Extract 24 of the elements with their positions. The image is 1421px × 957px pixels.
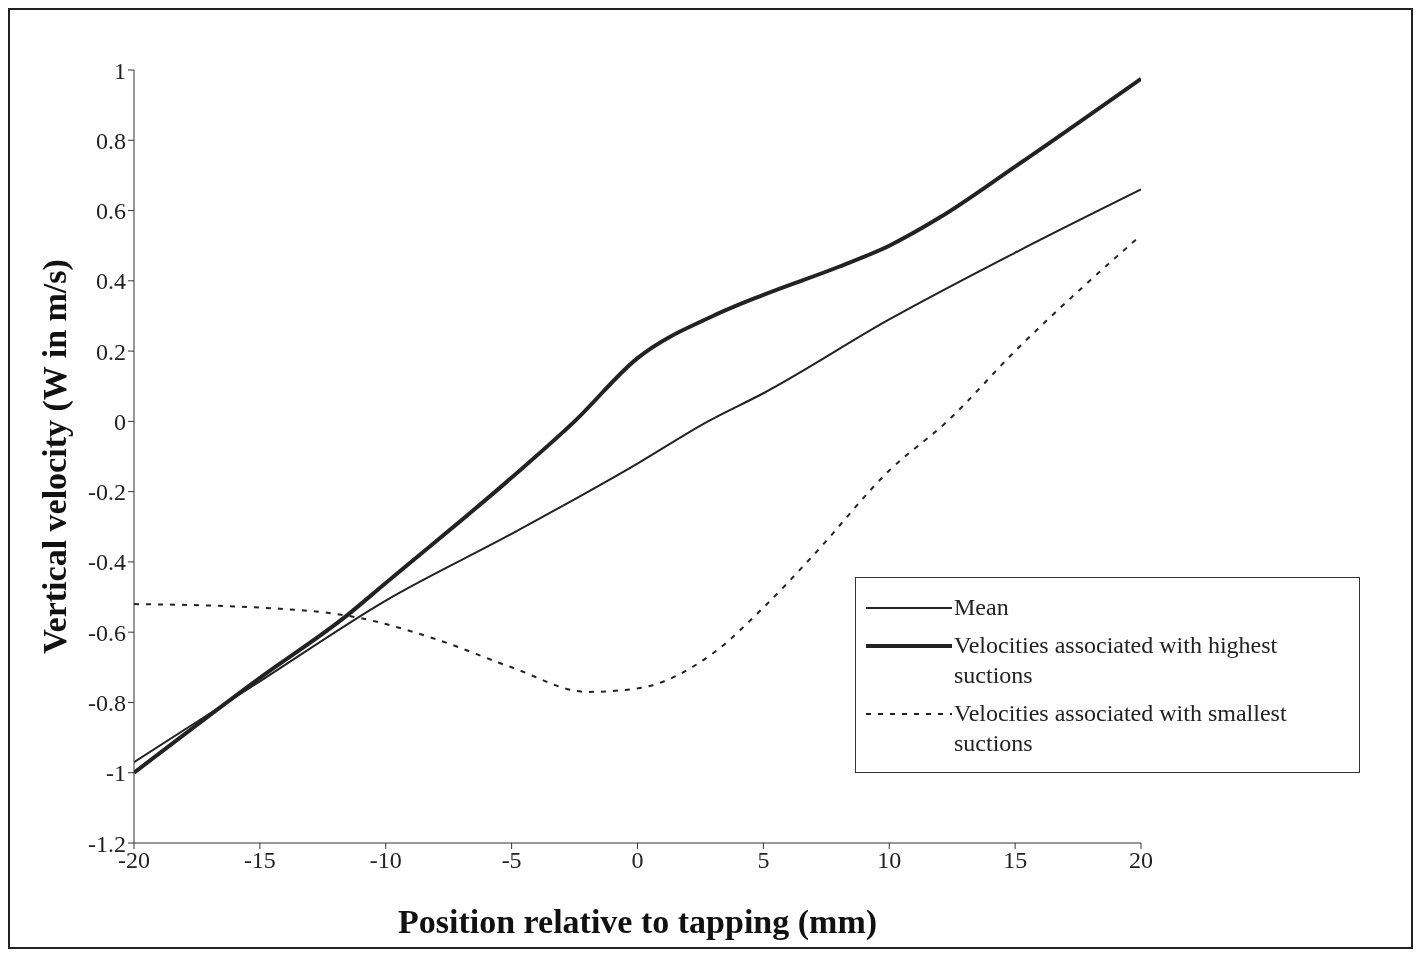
y-tick-label: -0.8 xyxy=(88,689,126,716)
x-tick-label: 0 xyxy=(631,847,644,874)
y-tick-label: -0.4 xyxy=(88,549,126,576)
x-tick-label: -15 xyxy=(243,847,276,874)
y-tick-label: 0.4 xyxy=(96,268,126,295)
y-tick-label: -0.6 xyxy=(88,619,126,646)
x-tick-label: 20 xyxy=(1129,847,1153,874)
y-tick-label: 0.8 xyxy=(96,127,126,154)
legend-label: Velocities associated with smallest suctions xyxy=(954,699,1288,758)
x-axis-title: Position relative to tapping (mm) xyxy=(397,903,878,941)
y-axis-title: Vertical velocity (W in m/s) xyxy=(36,259,75,654)
y-tick-label: 0 xyxy=(114,408,126,435)
x-tick-label: 15 xyxy=(1003,847,1028,874)
x-tick-label: 5 xyxy=(757,847,770,874)
y-tick-label: -0.2 xyxy=(88,479,126,506)
x-tick-label: 10 xyxy=(877,847,902,874)
legend-label: Mean xyxy=(954,593,1009,622)
x-tick-label: -5 xyxy=(501,847,522,874)
y-tick-label: 0.6 xyxy=(96,198,126,225)
y-tick-label: -1 xyxy=(106,760,126,787)
x-tick-label: -10 xyxy=(369,847,402,874)
y-tick-label: 0.2 xyxy=(96,338,126,365)
y-tick-label: 1 xyxy=(114,57,126,84)
legend-label: Velocities associated with highest suctions xyxy=(954,631,1279,690)
